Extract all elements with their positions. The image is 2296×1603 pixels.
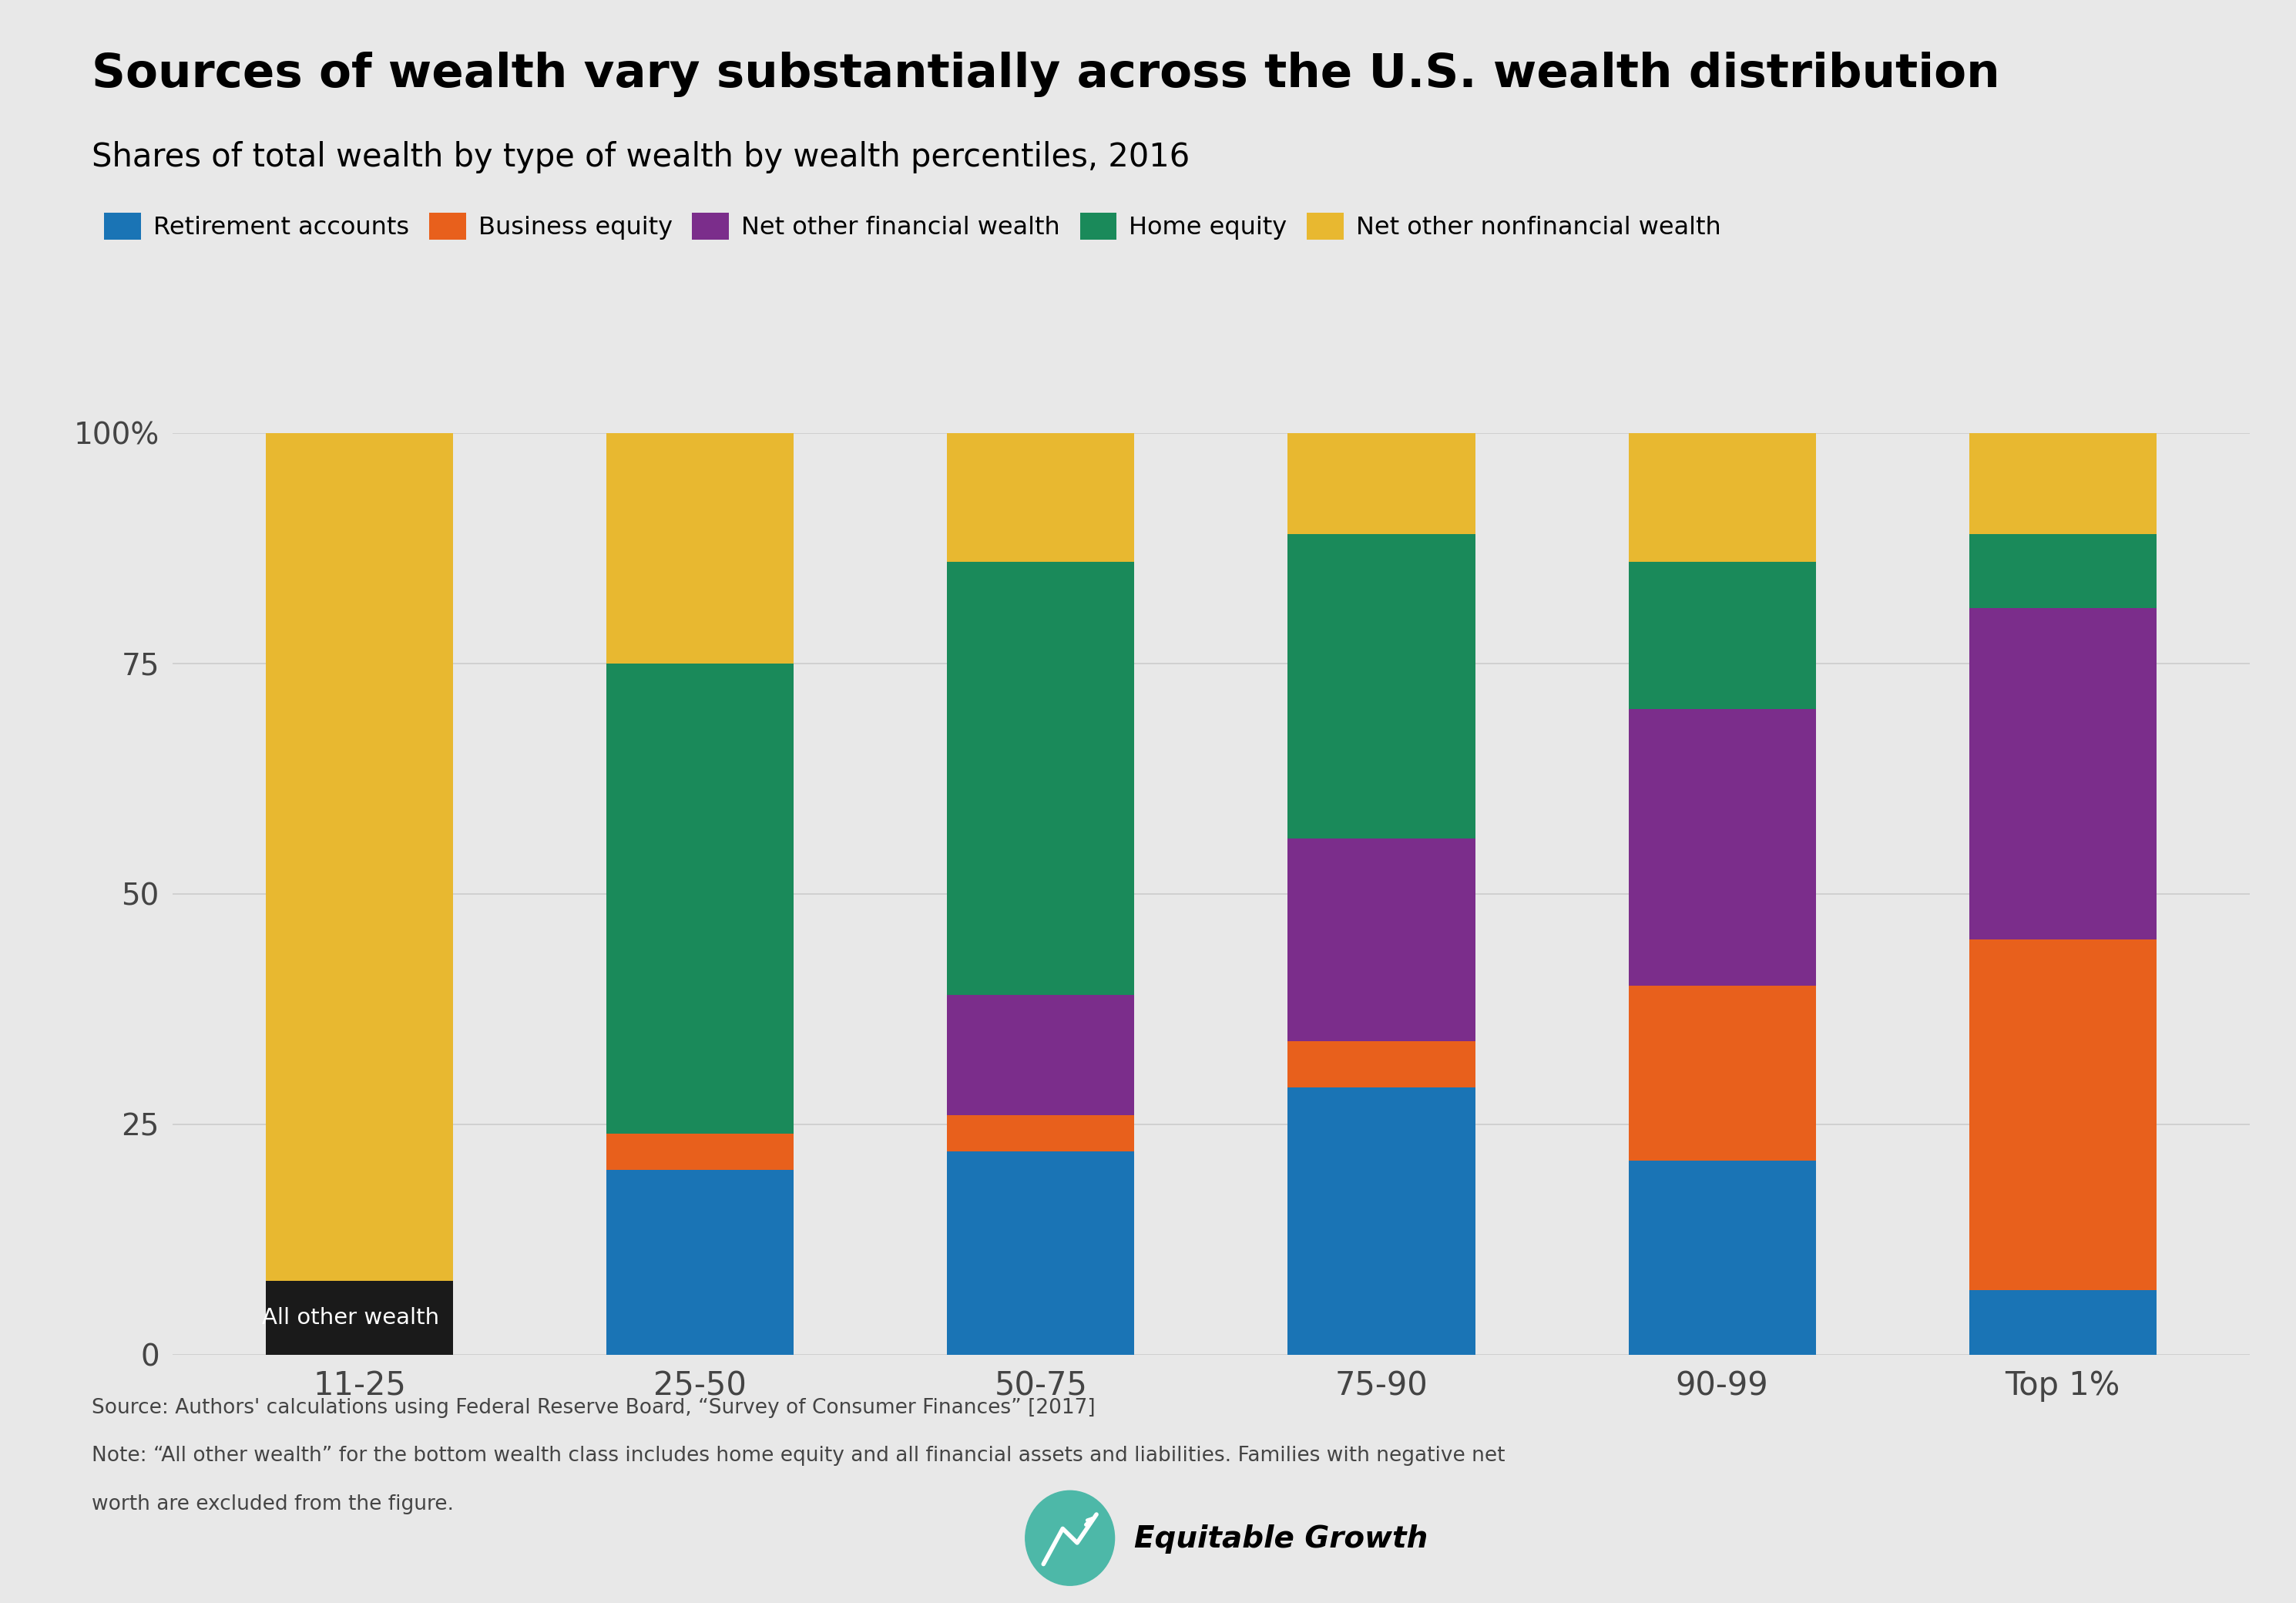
Bar — [1628, 433, 1816, 561]
Bar — [1628, 986, 1816, 1161]
Bar — [606, 1170, 794, 1355]
Text: All other wealth: All other wealth — [262, 1306, 439, 1329]
Bar — [948, 995, 1134, 1116]
Bar — [1628, 709, 1816, 986]
Bar — [1288, 433, 1474, 534]
Bar — [1628, 561, 1816, 709]
Bar — [606, 664, 794, 1133]
Bar — [948, 1151, 1134, 1355]
Bar — [948, 433, 1134, 561]
Bar — [266, 433, 452, 1281]
Bar — [1288, 1087, 1474, 1355]
Bar — [266, 1281, 452, 1355]
Text: worth are excluded from the figure.: worth are excluded from the figure. — [92, 1494, 455, 1513]
Bar — [606, 1133, 794, 1170]
Bar — [1288, 1042, 1474, 1087]
Text: Shares of total wealth by type of wealth by wealth percentiles, 2016: Shares of total wealth by type of wealth… — [92, 141, 1189, 173]
Text: Sources of wealth vary substantially across the U.S. wealth distribution: Sources of wealth vary substantially acr… — [92, 51, 2000, 96]
Bar — [1970, 939, 2156, 1290]
Bar — [1970, 608, 2156, 939]
Bar — [1288, 838, 1474, 1042]
Bar — [1288, 534, 1474, 838]
Text: Source: Authors' calculations using Federal Reserve Board, “Survey of Consumer F: Source: Authors' calculations using Fede… — [92, 1398, 1095, 1417]
Text: Note: “All other wealth” for the bottom wealth class includes home equity and al: Note: “All other wealth” for the bottom … — [92, 1446, 1506, 1465]
Bar — [948, 1116, 1134, 1151]
Bar — [1628, 1161, 1816, 1355]
Bar — [1970, 433, 2156, 534]
Bar — [1970, 534, 2156, 608]
Bar — [1970, 1290, 2156, 1355]
Bar — [606, 433, 794, 664]
Legend: Retirement accounts, Business equity, Net other financial wealth, Home equity, N: Retirement accounts, Business equity, Ne… — [103, 213, 1722, 240]
Ellipse shape — [1026, 1491, 1114, 1585]
Text: Equitable Growth: Equitable Growth — [1134, 1524, 1428, 1553]
Bar — [948, 561, 1134, 995]
